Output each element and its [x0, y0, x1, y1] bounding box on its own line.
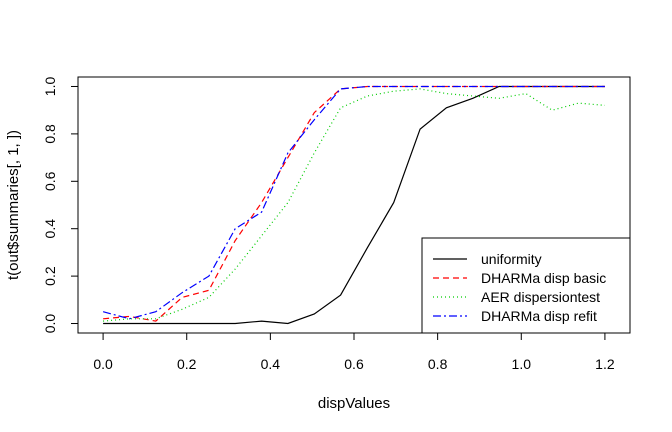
y-axis: 0.0 0.2 0.4 0.6 0.8 1.0 — [42, 77, 79, 334]
legend-box — [421, 237, 631, 334]
x-tick-label: 0.6 — [344, 356, 364, 372]
series-line — [103, 85, 605, 322]
y-tick-label: 0.4 — [42, 219, 58, 239]
x-tick-label: 0.0 — [93, 356, 113, 372]
series-layer — [102, 85, 605, 325]
legend: uniformity DHARMa disp basic AER dispersio… — [421, 237, 631, 334]
x-tick-label: 0.8 — [428, 356, 448, 372]
y-tick-label: 1.0 — [42, 77, 58, 97]
x-tick-label: 0.4 — [261, 356, 281, 372]
x-tick-label: 1.0 — [512, 356, 532, 372]
x-tick-label: 0.2 — [177, 356, 197, 372]
series-line — [103, 88, 605, 322]
series-line — [102, 85, 605, 320]
legend-label: DHARMa disp refit — [481, 308, 597, 324]
y-tick-label: 0.2 — [42, 266, 58, 286]
x-axis-label: dispValues — [318, 395, 390, 412]
legend-label: uniformity — [481, 251, 542, 267]
legend-label: DHARMa disp basic — [481, 270, 606, 286]
y-tick-label: 0.8 — [42, 124, 58, 144]
x-tick-label: 1.2 — [595, 356, 615, 372]
x-axis: 0.0 0.2 0.4 0.6 0.8 1.0 1.2 — [93, 332, 615, 372]
y-axis-label: t(out$summaries[, 1, ]) — [5, 130, 22, 280]
y-tick-label: 0.6 — [42, 171, 58, 191]
legend-label: AER dispersiontest — [481, 289, 600, 305]
y-tick-label: 0.0 — [42, 314, 58, 334]
